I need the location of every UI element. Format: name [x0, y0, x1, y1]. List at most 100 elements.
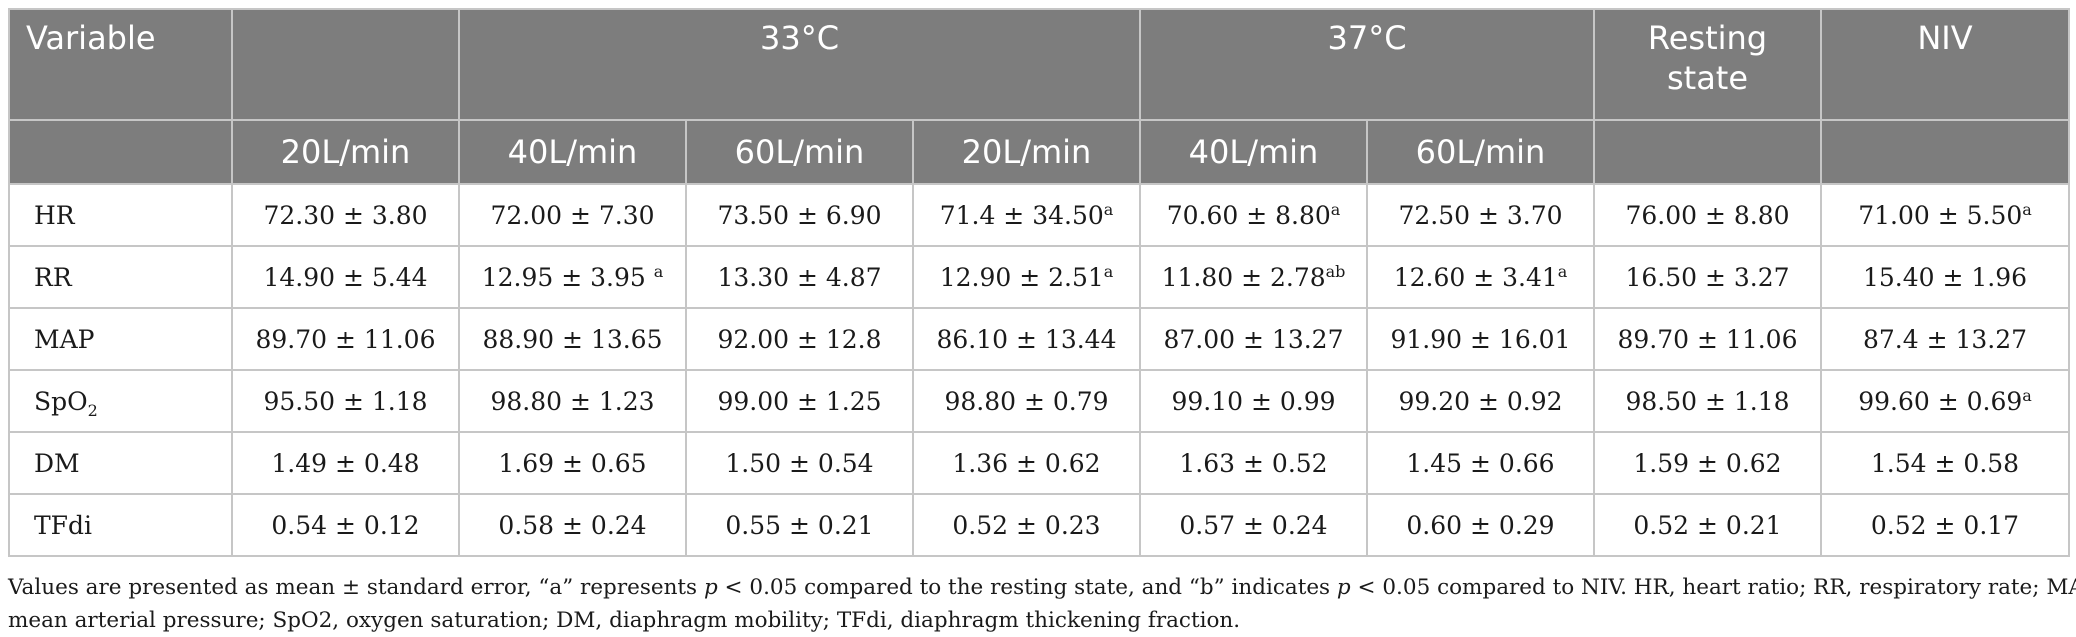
cell-value: 89.70 ± 11.06 — [1617, 324, 1798, 354]
cell-value: 11.80 ± 2.78 — [1161, 262, 1326, 292]
table-cell: 91.90 ± 16.01 — [1366, 307, 1595, 371]
table-cell: 99.00 ± 1.25 — [685, 369, 914, 433]
header-resting-line2: state — [1666, 59, 1749, 97]
cell-value: 0.52 ± 0.17 — [1870, 510, 2020, 540]
cell-value: 0.58 ± 0.24 — [498, 510, 647, 540]
row-label-text: TFdi — [34, 510, 93, 540]
table-cell: 1.45 ± 0.66 — [1366, 431, 1595, 495]
footnote-text: Values are presented as mean ± standard … — [8, 575, 704, 600]
cell-value: 71.4 ± 34.50 — [939, 200, 1104, 230]
table-row: SpO2 95.50 ± 1.18 98.80 ± 1.23 99.00 ± 1.25… — [8, 369, 2070, 433]
cell-value: 72.50 ± 3.70 — [1398, 200, 1563, 230]
table-cell: 13.30 ± 4.87 — [685, 245, 914, 309]
table-row: DM 1.49 ± 0.48 1.69 ± 0.65 1.50 ± 0.54 1.36 … — [8, 431, 2070, 495]
table-cell: 0.52 ± 0.23 — [912, 493, 1141, 557]
cell-value: 99.20 ± 0.92 — [1398, 386, 1563, 416]
table-cell: 14.90 ± 5.44 — [231, 245, 460, 309]
table-cell: 12.95 ± 3.95 a — [458, 245, 687, 309]
footnote-line-1: Values are presented as mean ± standard … — [8, 571, 2076, 604]
footnote-line-2: mean arterial pressure; SpO2, oxygen sat… — [8, 608, 1241, 633]
cell-value: 92.00 ± 12.8 — [717, 324, 882, 354]
significance-marker: a — [653, 261, 664, 281]
header-flow: 40L/min — [458, 119, 687, 185]
cell-value: 87.4 ± 13.27 — [1862, 324, 2028, 354]
table-row: RR 14.90 ± 5.44 12.95 ± 3.95 a 13.30 ± 4.87… — [8, 245, 2070, 309]
footnote-text: < 0.05 compared to the resting state, an… — [717, 575, 1337, 600]
cell-value: 1.36 ± 0.62 — [952, 448, 1101, 478]
cell-value: 1.45 ± 0.66 — [1406, 448, 1555, 478]
table-cell: 95.50 ± 1.18 — [231, 369, 460, 433]
significance-marker: a — [1330, 199, 1341, 219]
cell-value: 1.50 ± 0.54 — [725, 448, 874, 478]
cell-value: 1.49 ± 0.48 — [271, 448, 420, 478]
cell-value: 0.57 ± 0.24 — [1179, 510, 1328, 540]
cell-value: 98.80 ± 1.23 — [490, 386, 655, 416]
table-cell: 86.10 ± 13.44 — [912, 307, 1141, 371]
table-cell: 1.59 ± 0.62 — [1593, 431, 1822, 495]
significance-marker: a — [2022, 199, 2032, 219]
table-body: HR 72.30 ± 3.80 72.00 ± 7.30 73.50 ± 6.90 71… — [8, 183, 2070, 557]
cell-value: 72.00 ± 7.30 — [490, 200, 655, 230]
table-cell: 15.40 ± 1.96 — [1820, 245, 2070, 309]
footnote-p-symbol: p — [703, 575, 718, 600]
table-cell: 0.55 ± 0.21 — [685, 493, 914, 557]
row-label: TFdi — [8, 493, 233, 557]
table-cell: 1.63 ± 0.52 — [1139, 431, 1368, 495]
table-cell: 0.52 ± 0.21 — [1593, 493, 1822, 557]
table-cell: 72.00 ± 7.30 — [458, 183, 687, 247]
header-row-groups: Variable 33°C 37°C Resting state NIV — [8, 8, 2070, 121]
table-cell: 71.00 ± 5.50a — [1820, 183, 2070, 247]
header-flow-blank-resting — [1593, 119, 1822, 185]
table-cell: 12.60 ± 3.41a — [1366, 245, 1595, 309]
row-label-text: MAP — [34, 324, 95, 354]
table-cell: 87.00 ± 13.27 — [1139, 307, 1368, 371]
footnote-text: < 0.05 compared to NIV. HR, heart ratio;… — [1350, 575, 2076, 600]
cell-value: 12.95 ± 3.95 — [481, 262, 654, 292]
cell-value: 72.30 ± 3.80 — [263, 200, 428, 230]
row-label: MAP — [8, 307, 233, 371]
cell-value: 73.50 ± 6.90 — [717, 200, 882, 230]
table-row: HR 72.30 ± 3.80 72.00 ± 7.30 73.50 ± 6.90 71… — [8, 183, 2070, 247]
table-cell: 11.80 ± 2.78ab — [1139, 245, 1368, 309]
table-cell: 98.50 ± 1.18 — [1593, 369, 1822, 433]
table-cell: 1.36 ± 0.62 — [912, 431, 1141, 495]
cell-value: 99.00 ± 1.25 — [717, 386, 882, 416]
table-row: TFdi 0.54 ± 0.12 0.58 ± 0.24 0.55 ± 0.21 0.5… — [8, 493, 2070, 557]
header-variable: Variable — [8, 8, 233, 121]
row-label-text: HR — [34, 200, 75, 230]
cell-value: 98.50 ± 1.18 — [1625, 386, 1790, 416]
cell-value: 76.00 ± 8.80 — [1625, 200, 1790, 230]
table-cell: 1.69 ± 0.65 — [458, 431, 687, 495]
table-cell: 1.54 ± 0.58 — [1820, 431, 2070, 495]
cell-value: 14.90 ± 5.44 — [263, 262, 428, 292]
table-cell: 76.00 ± 8.80 — [1593, 183, 1822, 247]
table-cell: 0.57 ± 0.24 — [1139, 493, 1368, 557]
cell-value: 99.10 ± 0.99 — [1171, 386, 1336, 416]
header-resting-line1: Resting — [1647, 19, 1768, 57]
cell-value: 1.63 ± 0.52 — [1179, 448, 1328, 478]
table-cell: 72.50 ± 3.70 — [1366, 183, 1595, 247]
table-cell: 70.60 ± 8.80a — [1139, 183, 1368, 247]
table-cell: 73.50 ± 6.90 — [685, 183, 914, 247]
table-cell: 99.10 ± 0.99 — [1139, 369, 1368, 433]
row-label: DM — [8, 431, 233, 495]
table-cell: 16.50 ± 3.27 — [1593, 245, 1822, 309]
table-row: MAP 89.70 ± 11.06 88.90 ± 13.65 92.00 ± 12.… — [8, 307, 2070, 371]
table-footnote: Values are presented as mean ± standard … — [8, 571, 2076, 637]
table-cell: 0.60 ± 0.29 — [1366, 493, 1595, 557]
significance-marker: a — [1103, 261, 1114, 281]
cell-value: 71.00 ± 5.50 — [1858, 200, 2023, 230]
header-flow: 40L/min — [1139, 119, 1368, 185]
table-cell: 12.90 ± 2.51a — [912, 245, 1141, 309]
table-cell: 71.4 ± 34.50a — [912, 183, 1141, 247]
significance-marker: ab — [1325, 261, 1346, 281]
row-label: SpO2 — [8, 369, 233, 433]
cell-value: 1.69 ± 0.65 — [498, 448, 647, 478]
header-flow: 20L/min — [912, 119, 1141, 185]
header-row-flows: 20L/min 40L/min 60L/min 20L/min 40L/min … — [8, 119, 2070, 185]
data-table: Variable 33°C 37°C Resting state NIV 20L… — [8, 8, 2070, 557]
cell-value: 91.90 ± 16.01 — [1390, 324, 1571, 354]
cell-value: 99.60 ± 0.69 — [1858, 386, 2023, 416]
header-flow-blank-niv — [1820, 119, 2070, 185]
cell-value: 0.52 ± 0.23 — [952, 510, 1101, 540]
